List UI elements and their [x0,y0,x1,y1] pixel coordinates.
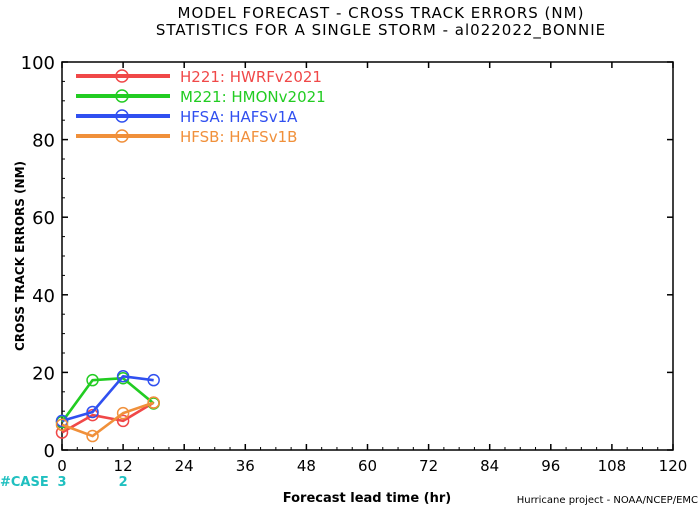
x-axis-label: Forecast lead time (hr) [283,491,451,506]
series-3 [55,396,160,443]
series-line [61,401,155,434]
data-point [86,408,99,422]
legend-label: M221: HMONv2021 [180,88,326,106]
x-tick-label: 24 [175,457,194,475]
series-line [60,376,155,423]
data-point [86,373,99,387]
data-point [147,373,160,387]
series-line [61,401,155,438]
legend-entry: M221: HMONv2021 [76,88,326,106]
x-tick-label: 108 [598,457,627,475]
x-tick-label: 120 [659,457,688,475]
y-tick-label: 40 [32,286,55,307]
credit-text: Hurricane project - NOAA/NCEP/EMC [517,495,698,506]
y-axis: 0 20 40 60 80 100 [21,53,673,462]
x-axis: 0 12 24 36 48 60 72 84 96 108 120 [57,62,687,475]
legend-label: H221: HWRFv2021 [180,68,322,86]
x-tick-label: 72 [419,457,438,475]
legend-label: HFSB: HAFSv1B [180,128,297,146]
y-tick-label: 0 [44,441,55,462]
x-tick-label: 96 [541,457,560,475]
data-point [86,405,99,419]
y-tick-label: 60 [32,208,55,229]
legend-marker [115,129,129,143]
data-point [55,414,69,428]
x-tick-label: 36 [236,457,255,475]
legend-entry: HFSB: HAFSv1B [76,128,297,146]
data-point [116,406,130,420]
y-axis-label: CROSS TRACK ERRORS (NM) [13,161,27,351]
y-tick-label: 80 [32,131,55,152]
chart-subtitle: STATISTICS FOR A SINGLE STORM - al022022… [156,21,606,40]
series-line [61,374,154,423]
x-tick-label: 84 [480,457,499,475]
data-point [86,429,99,443]
legend-label: HFSA: HAFSv1A [180,108,298,126]
case-count: 3 [57,475,66,490]
legend-entry: HFSA: HAFSv1A [76,108,298,126]
legend-marker [115,109,129,123]
series-layer [55,370,160,443]
legend-marker [115,69,129,83]
legend-marker [115,89,129,103]
legend-entry: H221: HWRFv2021 [76,68,322,86]
data-point [116,370,130,383]
x-tick-label: 60 [358,457,377,475]
data-point [55,418,69,432]
case-count-row: #CASE 3 2 [0,475,128,490]
plot-frame [61,61,674,451]
y-tick-label: 100 [21,53,55,74]
x-tick-label: 48 [297,457,316,475]
x-tick-label: 12 [114,457,133,475]
data-point [147,396,160,409]
y-tick-label: 20 [32,363,55,384]
x-tick-label: 0 [57,457,67,475]
case-label: #CASE [0,475,49,490]
chart-title: MODEL FORECAST - CROSS TRACK ERRORS (NM) [178,4,585,22]
legend: H221: HWRFv2021 M221: HMONv2021 HFSA: HAFS… [76,68,326,146]
series-2 [55,370,160,428]
case-count: 2 [119,475,128,490]
data-point [116,414,130,428]
